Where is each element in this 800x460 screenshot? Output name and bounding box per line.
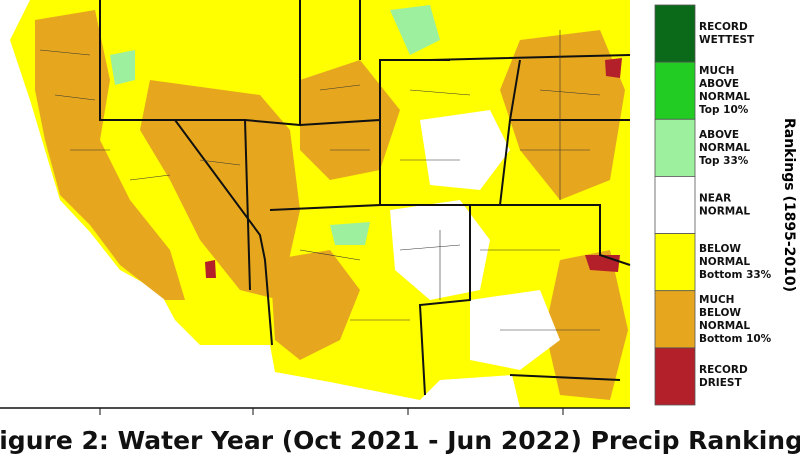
legend-label: MUCH: [699, 65, 734, 77]
legend-label: NORMAL: [699, 256, 750, 268]
much-below-ca: [35, 10, 185, 300]
above-normal-mt: [390, 5, 440, 55]
record-driest-ok: [585, 255, 620, 272]
legend-label: DRIEST: [699, 377, 742, 389]
legend-label: BELOW: [699, 243, 741, 255]
above-normal-nm: [330, 222, 370, 245]
legend-swatch: [654, 176, 696, 234]
legend-label: NORMAL: [699, 206, 750, 218]
legend-label: BELOW: [699, 307, 741, 319]
legend-label: Top 33%: [699, 155, 749, 167]
legend-label: MUCH: [699, 294, 734, 306]
state-borders: [99, 0, 631, 396]
map: [0, 0, 631, 415]
legend-label: Bottom 10%: [699, 333, 772, 345]
much-below-az: [270, 250, 360, 360]
legend-label: Bottom 33%: [699, 269, 772, 281]
above-normal-id: [110, 50, 135, 85]
caption: Figure 2: Water Year (Oct 2021 - Jun 202…: [0, 426, 800, 455]
legend-title: Rankings (1895-2010): [781, 118, 797, 292]
legend-swatch: [654, 290, 696, 349]
legend-label: RECORD: [699, 21, 748, 33]
much-below-ut: [300, 60, 400, 180]
legend-swatch: [654, 4, 696, 63]
much-below-nv: [140, 80, 300, 300]
near-normal-co: [420, 110, 510, 190]
legend-label: RECORD: [699, 364, 748, 376]
legend-label: NEAR: [699, 193, 731, 205]
legend-label: NORMAL: [699, 91, 750, 103]
legend-swatch: [654, 347, 696, 406]
legend-label: ABOVE: [699, 78, 739, 90]
record-driest-ks: [605, 58, 622, 78]
legend-label: WETTEST: [699, 34, 755, 46]
legend-label: NORMAL: [699, 320, 750, 332]
legend-swatch: [654, 61, 696, 120]
much-below-ks: [500, 30, 625, 200]
legend-label: ABOVE: [699, 129, 739, 141]
much-below-tx: [545, 250, 628, 400]
legend-label: NORMAL: [699, 142, 750, 154]
legend-swatch: [654, 233, 696, 292]
record-driest-nv: [205, 260, 216, 278]
legend-swatch: [654, 118, 696, 177]
county-lines: [39, 30, 601, 331]
legend-label: Top 10%: [699, 104, 749, 116]
